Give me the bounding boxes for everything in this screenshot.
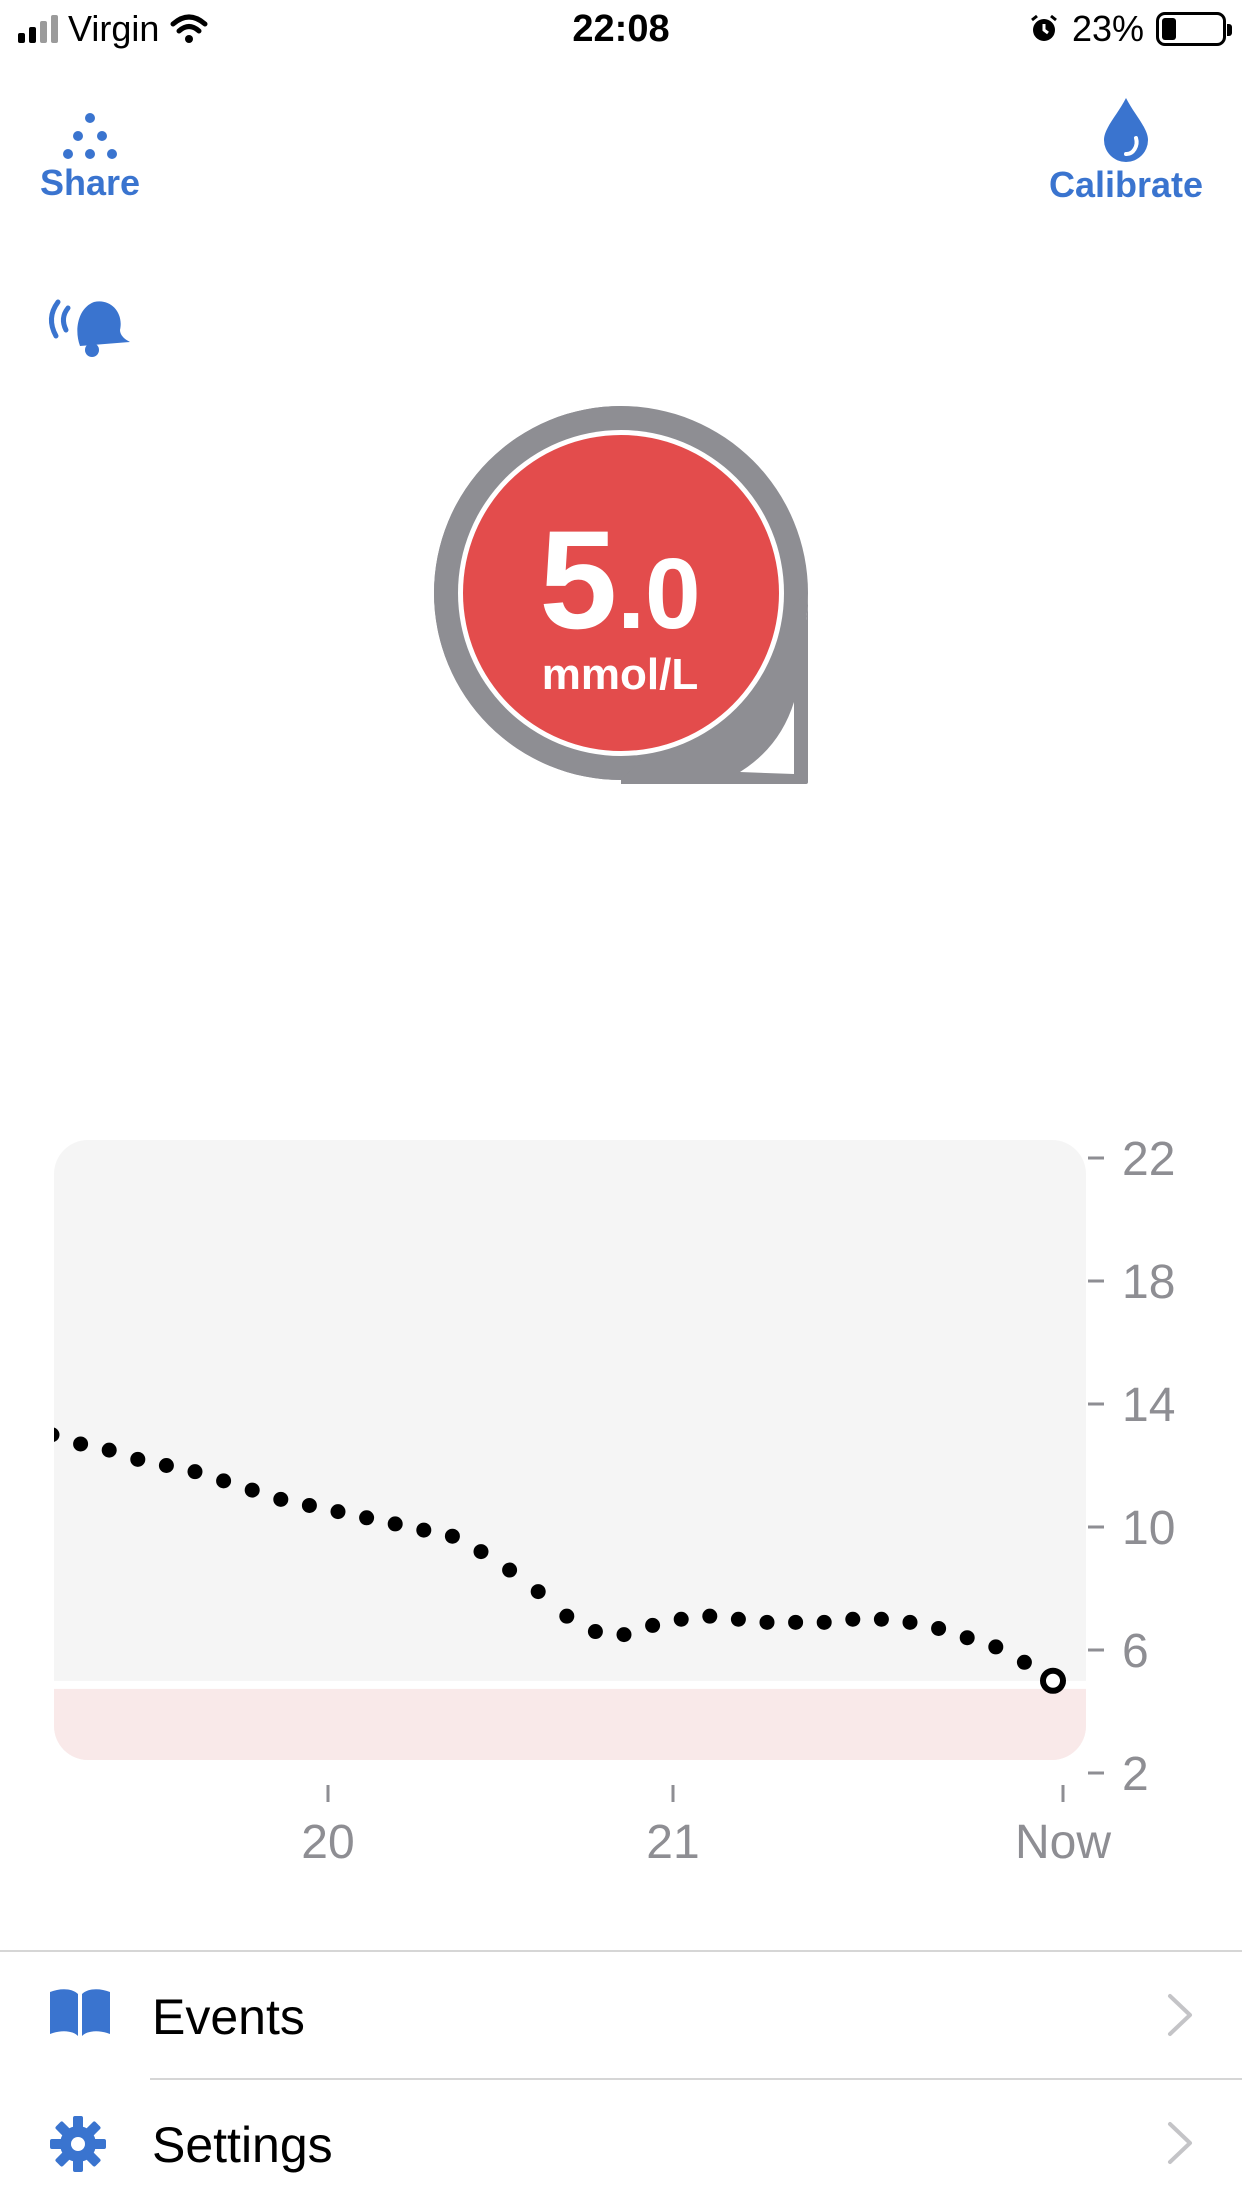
y-axis-tick-label: 6 [1122,1625,1149,1678]
list-top-divider [0,1950,1242,1952]
glucose-gauge [434,406,808,784]
glucose-reading-point [73,1436,89,1452]
glucose-reading-point [959,1630,975,1646]
status-bar: Virgin 22:08 23% [0,0,1242,64]
glucose-reading-point [244,1482,260,1498]
glucose-reading-point [330,1504,346,1520]
carrier-info: Virgin [18,8,209,50]
battery-icon [1156,12,1232,46]
glucose-reading-point [931,1620,947,1636]
glucose-reading-point [530,1584,546,1600]
glucose-reading-point [902,1614,918,1630]
book-icon [50,1989,110,2036]
glucose-value-int: 5 [539,501,618,658]
events-label: Events [152,1989,305,2045]
calibrate-button[interactable]: Calibrate [1036,96,1216,206]
chevron-right-icon [1168,1994,1192,2036]
glucose-reading-point [816,1614,832,1630]
glucose-reading-point [54,1427,60,1443]
glucose-reading-point [845,1611,861,1627]
share-button[interactable]: Share [30,110,150,204]
glucose-reading-point [616,1627,632,1643]
glucose-reading-point [673,1611,689,1627]
glucose-reading-point [301,1497,317,1513]
low-threshold-line [54,1680,1086,1689]
events-row[interactable]: Events [0,1952,1242,2080]
y-axis-tick-label: 2 [1122,1748,1149,1801]
glucose-reading-point [273,1491,289,1507]
glucose-reading-point [502,1562,518,1578]
settings-label: Settings [152,2117,333,2173]
y-axis-tick-label: 22 [1122,1133,1175,1186]
status-time: 22:08 [572,8,670,50]
chart-plot-area [54,1140,1086,1760]
glucose-reading-point [788,1614,804,1630]
x-axis-tick-label: 21 [646,1816,699,1869]
share-dots-icon [63,113,117,159]
y-axis-tick-label: 14 [1122,1379,1175,1432]
glucose-reading-point [359,1510,375,1526]
gauge-face [463,435,779,751]
chevron-right-icon [1168,2122,1192,2164]
x-axis-tick-label: 20 [301,1816,354,1869]
glucose-reading-point [130,1451,146,1467]
current-reading-point [1040,1667,1066,1694]
low-range-band [54,1686,1086,1760]
glucose-reading-point [187,1464,203,1480]
status-right: 23% [1028,8,1232,50]
glucose-reading-point [559,1608,575,1624]
glucose-reading-point [645,1617,661,1633]
glucose-value-frac: .0 [617,538,701,650]
share-label: Share [39,162,141,203]
list-divider [150,2078,1242,2080]
glucose-reading-point [473,1544,489,1560]
blood-drop-icon [1104,98,1148,162]
glucose-reading-point [759,1614,775,1630]
alarms-button[interactable] [40,290,132,360]
glucose-reading-point [101,1442,117,1458]
y-axis-tick-label: 10 [1122,1502,1175,1555]
y-axis-tick-label: 18 [1122,1256,1175,1309]
battery-percent: 23% [1071,8,1144,49]
glucose-reading-point [158,1458,174,1473]
signal-strength-icon [18,15,58,43]
glucose-reading-point [387,1516,403,1532]
glucose-reading-point [988,1639,1004,1655]
glucose-value: 5.0 [460,510,780,664]
settings-row[interactable]: Settings [0,2080,1242,2208]
glucose-reading-point [730,1611,746,1627]
glucose-reading-point [702,1608,718,1624]
glucose-reading-point [587,1624,603,1640]
calibrate-label: Calibrate [1048,164,1204,205]
x-axis-tick-label: Now [1015,1816,1111,1869]
alarm-icon [1031,14,1057,41]
glucose-reading-point [873,1611,889,1627]
glucose-history-chart: 22 18 14 10 6 2 20 21 Now [54,1133,1175,1869]
carrier-name: Virgin [68,8,160,49]
glucose-reading-point [444,1528,460,1544]
wifi-icon [170,14,208,43]
trend-arrow-indicator [740,702,794,774]
glucose-reading-point [416,1522,432,1538]
glucose-unit: mmol/L [541,650,699,699]
gear-icon [50,2116,106,2172]
glucose-reading-point [216,1473,232,1489]
alarm-bell-ringing-icon [49,299,130,357]
glucose-reading-point [1016,1654,1032,1670]
